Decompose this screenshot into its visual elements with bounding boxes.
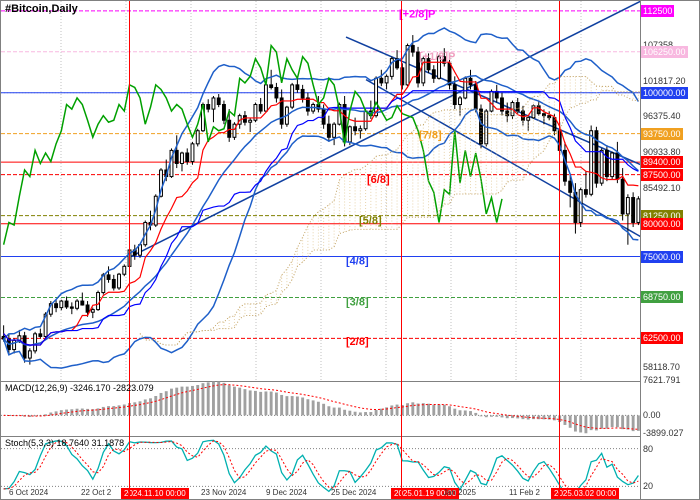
y-tick-label: 106250.00: [641, 46, 688, 58]
chart-container: #Bitcoin,Daily [+2/8]P[+1/8]P[7/8][6/8][…: [0, 0, 700, 500]
y-tick-label: 112500: [641, 5, 674, 17]
chart-title: #Bitcoin,Daily: [5, 3, 78, 15]
y-tick-label: 100000.00: [641, 87, 688, 99]
y-tick-label: 93750.00: [641, 128, 683, 140]
x-tick-label: 9 Dec 2024: [266, 488, 307, 497]
svg-text:[2/8]: [2/8]: [346, 336, 369, 348]
y-tick-label: 96375.40: [643, 111, 681, 121]
main-svg: [+2/8]P [+1/8]P [7/8] [6/8] [5/8] [4/8] [3/8] […: [1, 1, 641, 381]
x-tick-label: 23 Nov 2024: [201, 488, 246, 497]
y-tick-label: 87500.00: [641, 169, 683, 181]
x-tick-label: 22 Oct 2: [81, 488, 111, 497]
y-tick-label: 85492.10: [643, 183, 681, 193]
y-tick-label: 89400.00: [641, 156, 683, 168]
x-tick-label: Jan 2025: [443, 488, 476, 497]
x-tick-label: 6 Oct 2024: [9, 488, 48, 497]
svg-text:[5/8]: [5/8]: [359, 215, 382, 227]
macd-tick: -3899.027: [643, 428, 684, 438]
y-tick-label: 80000.00: [641, 218, 683, 230]
y-axis: 112500107358.106250.00101817.20100000.00…: [640, 1, 699, 499]
macd-label: MACD(12,26,9) -3246.170 -2823.079: [5, 383, 154, 393]
vertical-event-line: [559, 1, 560, 499]
y-tick-label: 58118.70: [643, 362, 680, 372]
svg-text:[+1/8]P: [+1/8]P: [419, 51, 455, 63]
svg-text:[4/8]: [4/8]: [346, 255, 369, 267]
svg-text:[3/8]: [3/8]: [346, 297, 369, 309]
y-tick-label: 68750.00: [641, 291, 683, 303]
x-tick-label: 25 Dec 2024: [331, 488, 376, 497]
stoch-tick: 20: [643, 481, 653, 491]
main-price-panel[interactable]: [+2/8]P [+1/8]P [7/8] [6/8] [5/8] [4/8] [3/8] […: [1, 1, 641, 382]
vertical-event-line: [401, 1, 402, 499]
macd-tick: 7621.791: [643, 375, 681, 385]
stoch-label: Stoch(5,3,3) 18.7640 31.1878: [5, 438, 124, 448]
y-tick-label: 62500.00: [641, 332, 683, 344]
x-tick-label: 2024.11.10 00:00: [121, 488, 189, 499]
x-tick-label: 2025.03.02 00:00: [551, 488, 619, 499]
svg-text:[7/8]: [7/8]: [419, 130, 442, 142]
y-tick-label: 75000.00: [641, 251, 683, 263]
y-tick-label: 101817.20: [643, 76, 686, 86]
vertical-event-line: [129, 1, 130, 499]
macd-tick: 0.00: [643, 410, 661, 420]
x-tick-label: 11 Feb 2: [509, 488, 540, 497]
stoch-tick: 80: [643, 444, 653, 454]
svg-text:[6/8]: [6/8]: [367, 174, 390, 186]
macd-panel[interactable]: MACD(12,26,9) -3246.170 -2823.079: [1, 381, 641, 437]
svg-text:[+2/8]P: [+2/8]P: [399, 8, 435, 20]
